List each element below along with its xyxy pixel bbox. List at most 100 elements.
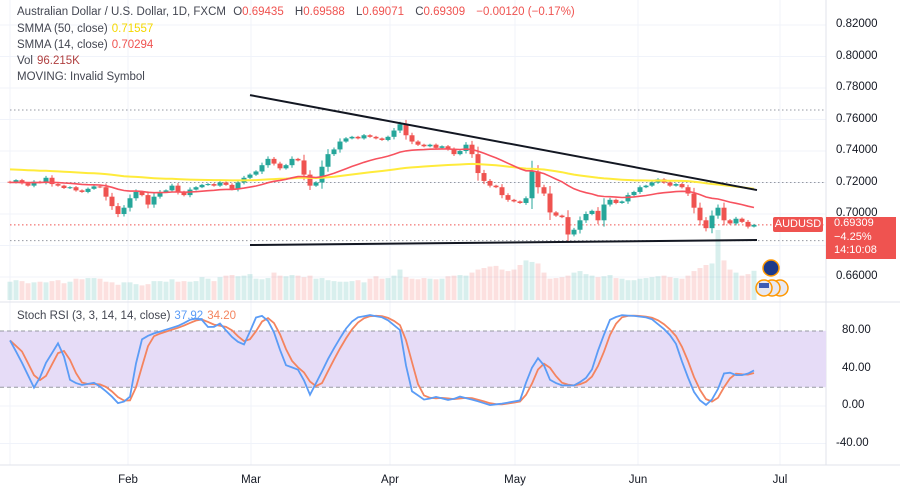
candle-body [91,186,97,189]
candle-body [481,173,487,181]
volume-bar [691,271,697,300]
candle-body [517,201,523,203]
candle-body [31,181,37,186]
candle-body [55,184,61,186]
volume-bar [193,281,199,300]
volume-legend[interactable]: Vol 96.215K [17,55,80,67]
candle-body [613,199,619,203]
stoch-tick-label: 0.00 [842,399,865,411]
candle-body [721,207,727,221]
candle-body [403,124,409,136]
volume-bar [295,275,301,300]
volume-bar [253,278,259,300]
stoch-k-line [9,314,755,407]
candle-body [133,191,139,199]
time-tick-label: Feb [118,474,138,486]
candle-body [265,158,271,166]
volume-bar [613,278,619,300]
candle-body [679,184,685,188]
volume-bar [529,261,535,300]
volume-bar [649,277,655,300]
candle-body [49,177,55,185]
candle-body [547,193,553,213]
smma50-legend[interactable]: SMMA (50, close) 0.71557 [17,23,154,35]
volume-bar [73,278,79,300]
candle-body [367,135,373,137]
volume-bar [319,278,325,300]
volume-bar [289,275,295,300]
candle-body [109,196,115,207]
smma14-legend[interactable]: SMMA (14, close) 0.70294 [17,39,154,51]
volume-bar [703,265,709,300]
candle-body [595,210,601,221]
symbol-title: Australian Dollar / U.S. Dollar, 1D, FXC… [17,6,226,18]
candle-body [499,187,505,196]
volume-bar [451,275,457,300]
symbol-tag: AUDUSD [773,217,823,232]
candle-body [619,201,625,203]
volume-bar [103,281,109,300]
candle-body [157,191,163,197]
volume-bar [409,278,415,300]
candle-body [163,190,169,192]
volume-bar [559,277,565,300]
last-price: 0.69309 [834,217,874,229]
candle-body [673,184,679,186]
candle-body [541,187,547,194]
candle-body [271,158,277,164]
volume-bar [517,265,523,300]
volume-bar [43,282,49,300]
candle-body [589,210,595,214]
candle-body [235,182,241,189]
volume-bar [511,269,517,300]
volume-bar [169,279,175,300]
volume-bar [199,277,205,300]
candle-body [631,191,637,196]
candle-body [313,182,319,186]
australia-flag-icon [762,259,780,277]
candle-body [535,171,541,188]
candle-body [439,146,445,148]
candle-body [451,149,457,155]
volume-bar [397,269,403,300]
candle-body [145,195,151,205]
stoch-legend[interactable]: Stoch RSI (3, 3, 14, 14, close) 37.92 34.2… [17,310,236,322]
volume-bar [361,282,367,300]
volume-bar [157,281,163,300]
volume-bar [607,275,613,300]
candle-body [247,174,253,178]
volume-bar [31,282,37,300]
volume-bar [571,272,577,300]
candle-body [577,220,583,230]
volume-bar [121,282,127,300]
bar-countdown: 14:10:08 [834,244,877,256]
volume-bar [601,276,607,300]
volume-bar [325,280,331,300]
candle-body [337,141,343,150]
symbol-legend: Australian Dollar / U.S. Dollar, 1D, FXC… [17,5,579,20]
candle-body [427,144,433,147]
candle-body [733,218,739,224]
candle-body [523,198,529,203]
moving-legend[interactable]: MOVING: Invalid Symbol [17,71,145,83]
volume-bar [55,280,61,300]
candle-body [583,214,589,221]
candle-body [637,187,643,192]
volume-bar [589,275,595,300]
candle-body [13,180,19,183]
price-tick-label: 0.72000 [836,175,878,188]
candle-body [349,136,355,139]
candle-body [391,130,397,137]
volume-bar [385,278,391,300]
volume-bar [343,281,349,300]
candle-body [73,187,79,191]
volume-bar [379,278,385,300]
australia-flag-icon [762,259,780,277]
volume-bar [673,278,679,300]
volume-bar [565,275,571,300]
candle-body [67,187,73,189]
volume-bar [139,285,145,300]
volume-bar [259,279,265,300]
volume-bar [37,281,43,300]
